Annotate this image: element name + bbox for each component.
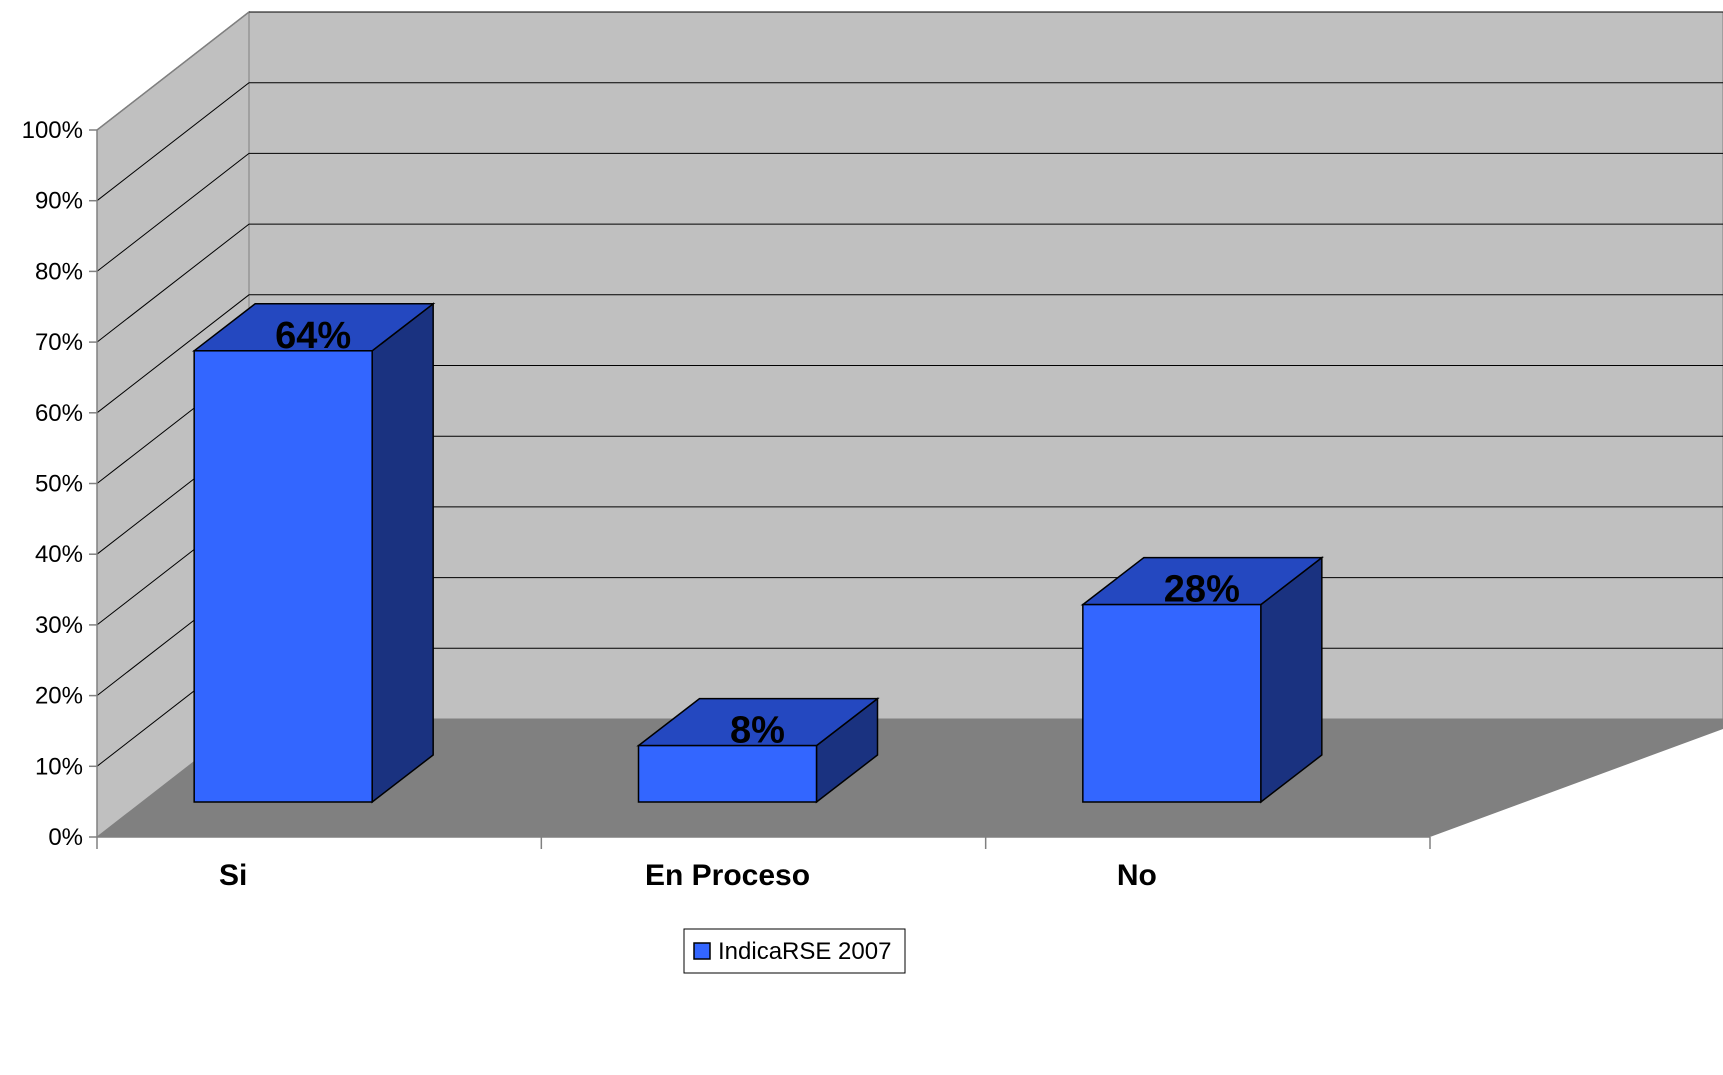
data-label: 28% [1164,569,1240,611]
y-tick-label: 70% [35,329,83,356]
legend-label: IndicaRSE 2007 [718,938,891,965]
bar-side [371,302,434,804]
data-label: 8% [730,710,785,752]
y-tick-label: 100% [22,117,83,144]
y-tick-label: 40% [35,541,83,568]
gridline [96,223,1723,343]
bar [1082,603,1262,803]
category-label: No [1117,859,1157,892]
category-label: En Proceso [645,859,810,892]
legend-box [683,928,906,974]
bar [637,744,818,803]
gridline [96,152,1723,272]
y-tick-label: 30% [35,612,83,639]
y-tick-label: 0% [48,824,83,851]
y-tick-label: 10% [35,753,83,780]
bar [193,350,373,803]
gridline [96,294,1723,414]
data-label: 64% [275,315,351,357]
y-tick-label: 20% [35,683,83,710]
gridline [96,82,1723,202]
y-tick-label: 80% [35,258,83,285]
y-tick-label: 50% [35,471,83,498]
y-axis-depth [96,11,250,131]
y-tick-label: 60% [35,400,83,427]
y-tick-label: 90% [35,188,83,215]
legend-swatch [693,942,711,960]
category-label: Si [219,859,247,892]
